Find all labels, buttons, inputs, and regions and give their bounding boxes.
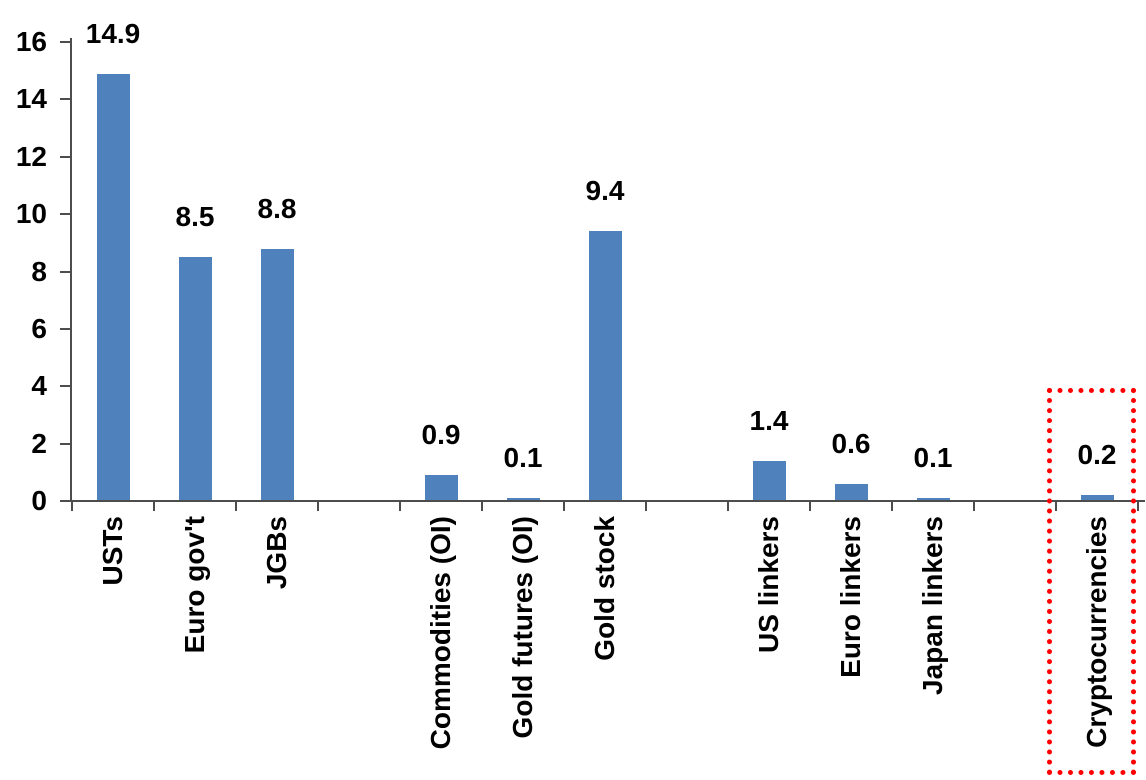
x-axis-tick <box>1055 501 1057 511</box>
bar <box>260 248 294 501</box>
bar <box>178 257 212 501</box>
bar <box>96 73 130 501</box>
bar-value-label: 8.8 <box>257 192 297 224</box>
bar-value-label: 0.1 <box>503 442 543 474</box>
x-axis-category-label: Japan linkers <box>917 516 948 695</box>
y-axis-tick-label: 16 <box>15 26 47 57</box>
x-axis-tick <box>727 501 729 511</box>
y-axis-tick-label: 12 <box>15 140 47 172</box>
bar <box>506 498 540 501</box>
x-axis-tick <box>153 501 155 511</box>
y-axis-tick <box>60 155 72 158</box>
y-axis-tick <box>60 41 72 43</box>
y-axis-tick <box>60 500 72 502</box>
x-axis-tick <box>317 501 319 511</box>
y-axis-tick <box>60 98 72 101</box>
x-axis-category-label: Gold futures (OI) <box>507 516 538 739</box>
y-axis-tick <box>60 213 72 216</box>
x-axis-category-label: Gold stock <box>589 516 620 661</box>
y-axis-tick-label: 6 <box>31 312 47 344</box>
bar <box>834 483 868 501</box>
bar <box>916 498 950 501</box>
x-axis-tick <box>645 501 647 511</box>
y-axis-tick-label: 8 <box>31 255 47 287</box>
bar <box>424 475 458 501</box>
x-axis-category-label: USTs <box>97 516 128 586</box>
bar-value-label: 0.2 <box>1077 439 1117 471</box>
bar <box>752 460 786 501</box>
x-axis <box>70 500 1145 502</box>
y-axis-tick-label: 2 <box>31 427 47 459</box>
y-axis-tick-label: 0 <box>31 485 47 516</box>
x-axis-tick <box>563 501 565 511</box>
highlight-box <box>1047 388 1136 775</box>
y-axis-tick-label: 4 <box>31 370 47 402</box>
y-axis-tick-label: 14 <box>15 83 47 115</box>
x-axis-category-label: Commodities (OI) <box>425 516 456 750</box>
bar <box>1080 495 1114 501</box>
bar-value-label: 0.6 <box>831 427 871 459</box>
x-axis-category-label: JGBs <box>261 516 292 590</box>
y-axis-tick <box>60 442 72 445</box>
bar-value-label: 0.9 <box>421 419 461 451</box>
x-axis-tick <box>891 501 893 511</box>
bar-value-label: 0.1 <box>913 442 953 474</box>
x-axis-category-label: US linkers <box>753 516 784 653</box>
y-axis <box>70 38 72 501</box>
bar-value-label: 14.9 <box>85 17 141 49</box>
x-axis-category-label: Euro gov't <box>179 516 210 654</box>
bar <box>588 231 622 501</box>
x-axis-tick <box>481 501 483 511</box>
bar-value-label: 1.4 <box>749 404 789 436</box>
bar-value-label: 8.5 <box>175 201 215 233</box>
bar-value-label: 9.4 <box>585 175 625 207</box>
x-axis-tick <box>1137 501 1139 511</box>
y-axis-tick <box>60 327 72 330</box>
y-axis-tick <box>60 385 72 388</box>
x-axis-tick <box>809 501 811 511</box>
y-axis-tick <box>60 270 72 273</box>
x-axis-tick <box>399 501 401 511</box>
y-axis-tick-label: 10 <box>15 198 47 230</box>
x-axis-tick <box>973 501 975 511</box>
x-axis-tick <box>71 501 73 511</box>
x-axis-tick <box>235 501 237 511</box>
x-axis-category-label: Euro linkers <box>835 516 866 678</box>
